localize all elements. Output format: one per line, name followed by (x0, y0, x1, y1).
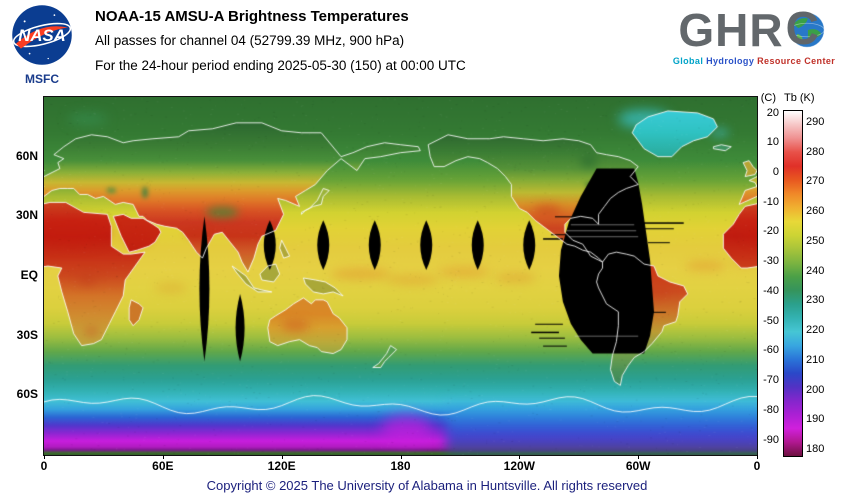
kelvin-tick-label: 290 (806, 115, 825, 128)
lon-tick-label: 0 (40, 459, 48, 473)
ghrc-tagline-word: Hydrology (703, 56, 755, 66)
kelvin-tick-label: 280 (806, 145, 825, 158)
period-subtitle: For the 24-hour period ending 2025-05-30… (95, 58, 466, 73)
celsius-tick-label: 10 (766, 136, 779, 149)
celsius-tick-label: -10 (763, 195, 779, 208)
celsius-tick-label: -60 (763, 344, 779, 357)
brightness-temperature-map (44, 97, 757, 455)
kelvin-tick-label: 210 (806, 353, 825, 366)
celsius-tick-label: -20 (763, 225, 779, 238)
lon-tick-label: 60W (625, 459, 651, 473)
lat-tick-label: 30S (16, 327, 38, 342)
lon-tick-label: 120W (503, 459, 535, 473)
lon-tick-mark (44, 455, 45, 459)
lat-tick-label: 60S (16, 387, 38, 402)
lat-tick-label: 30N (15, 208, 38, 223)
colorbar-celsius-unit: (C) (760, 92, 776, 104)
kelvin-tick-label: 180 (806, 443, 825, 456)
nasa-logo-icon: NASA (12, 5, 72, 65)
celsius-tick-label: -90 (763, 433, 779, 446)
page-title: NOAA-15 AMSU-A Brightness Temperatures (95, 8, 409, 25)
nasa-logo-text: NASA (18, 26, 65, 45)
kelvin-tick-label: 230 (806, 294, 825, 307)
ghrc-globe: C (782, 2, 830, 54)
copyright-text: Copyright © 2025 The University of Alaba… (206, 478, 648, 493)
channel-subtitle: All passes for channel 04 (52799.39 MHz,… (95, 33, 405, 48)
ghrc-tagline-word: Resource Center (754, 56, 836, 66)
kelvin-tick-label: 200 (806, 383, 825, 396)
lon-tick-mark (162, 455, 164, 459)
lon-tick-label: 180 (390, 459, 411, 473)
kelvin-tick-label: 260 (806, 205, 825, 218)
lon-tick-mark (519, 455, 521, 459)
kelvin-tick-label: 270 (806, 175, 825, 188)
map-frame (43, 96, 758, 456)
nasa-logo-block: NASA MSFC (10, 4, 74, 86)
ghrc-logo-block: GHR C Global Hydrology Resource Center (658, 4, 850, 66)
ghrc-letter-c: C (785, 2, 819, 54)
ghrc-tagline: Global Hydrology Resource Center (658, 56, 850, 66)
ghrc-acronym: GHR C (658, 4, 850, 56)
celsius-tick-label: -40 (763, 284, 779, 297)
kelvin-tick-label: 220 (806, 324, 825, 337)
kelvin-tick-label: 240 (806, 264, 825, 277)
lon-tick-mark (400, 455, 402, 459)
celsius-tick-label: -30 (763, 255, 779, 268)
globe-icon (788, 12, 825, 48)
lon-tick-mark (757, 455, 758, 459)
colorbar-kelvin-unit: Tb (K) (784, 92, 815, 104)
lat-tick-label: 60N (15, 148, 38, 163)
lon-tick-mark (638, 455, 640, 459)
lon-tick-label: 60E (152, 459, 174, 473)
colorbar (783, 110, 803, 457)
kelvin-tick-label: 190 (806, 413, 825, 426)
celsius-tick-label: 20 (766, 106, 779, 119)
celsius-tick-label: 0 (772, 166, 779, 178)
ghrc-letters: GHR (678, 4, 784, 56)
celsius-tick-label: -70 (763, 374, 779, 387)
ghrc-tagline-word: Global (672, 56, 704, 66)
lon-tick-label: 120E (267, 459, 296, 473)
celsius-tick-label: -80 (763, 403, 779, 416)
lat-tick-label: EQ (20, 268, 38, 282)
kelvin-tick-label: 250 (806, 234, 825, 247)
celsius-tick-label: -50 (763, 314, 779, 327)
lon-tick-mark (281, 455, 283, 459)
nasa-center-label: MSFC (25, 72, 59, 86)
lon-tick-label: 0 (753, 459, 761, 473)
